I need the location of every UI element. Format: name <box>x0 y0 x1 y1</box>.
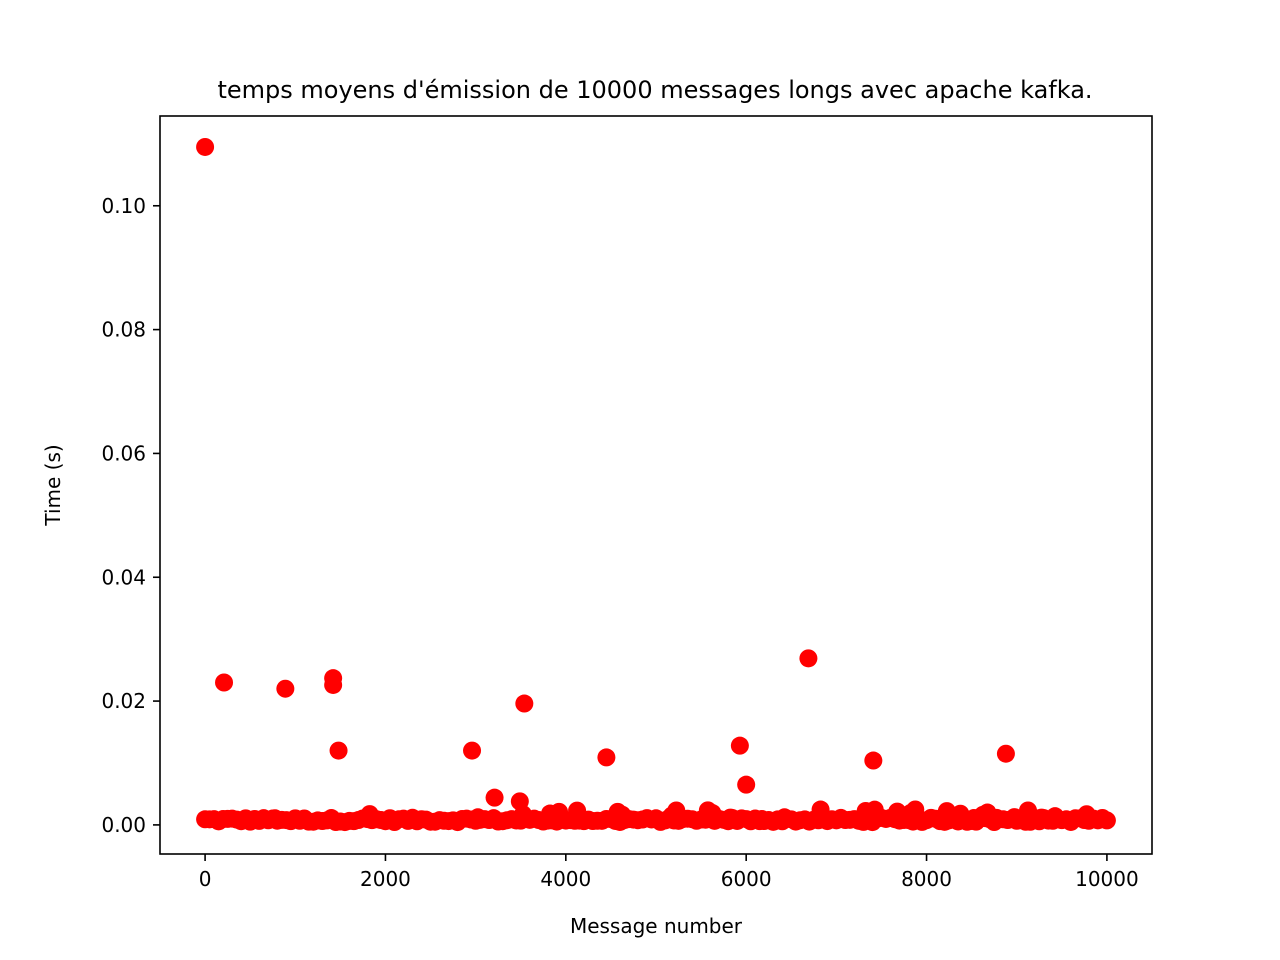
data-point <box>485 788 504 807</box>
y-tick-label: 0.08 <box>101 318 146 342</box>
chart-title: temps moyens d'émission de 10000 message… <box>217 76 1092 104</box>
x-tick-label: 2000 <box>360 867 411 891</box>
plot-frame <box>159 115 1153 855</box>
y-tick-label: 0.06 <box>101 441 146 465</box>
y-axis-label: Time (s) <box>41 444 65 526</box>
data-point <box>324 675 343 694</box>
data-point <box>196 137 215 156</box>
data-point <box>737 775 756 794</box>
data-point <box>996 744 1015 763</box>
y-tick-label: 0.04 <box>101 565 146 589</box>
data-point <box>1097 811 1116 830</box>
y-axis-ticks: 0.00 0.02 0.04 0.06 0.08 0.10 <box>101 194 160 837</box>
x-tick-label: 6000 <box>721 867 772 891</box>
x-tick-label: 10000 <box>1075 867 1139 891</box>
x-tick-label: 0 <box>199 867 212 891</box>
data-point <box>510 792 529 811</box>
data-point <box>463 741 482 760</box>
x-tick-label: 4000 <box>540 867 591 891</box>
y-tick-label: 0.00 <box>101 813 146 837</box>
data-point <box>329 741 348 760</box>
x-tick-label: 8000 <box>901 867 952 891</box>
data-point <box>730 736 749 755</box>
data-point <box>215 673 234 692</box>
data-point <box>597 748 616 767</box>
data-point <box>799 649 818 668</box>
y-tick-label: 0.02 <box>101 689 146 713</box>
x-axis-ticks: 0 2000 4000 6000 8000 10000 <box>199 854 1139 891</box>
y-tick-label: 0.10 <box>101 194 146 218</box>
data-point <box>276 679 295 698</box>
data-point <box>515 694 534 713</box>
data-point <box>864 751 883 770</box>
data-points-layer <box>196 137 1116 832</box>
x-axis-label: Message number <box>570 914 743 938</box>
